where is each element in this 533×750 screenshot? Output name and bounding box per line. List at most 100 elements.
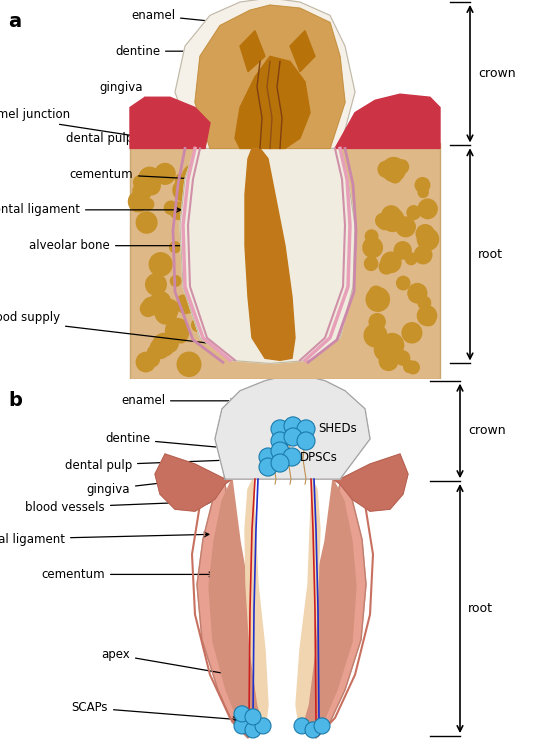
- Circle shape: [402, 322, 422, 343]
- Text: dental pulp: dental pulp: [66, 102, 244, 145]
- Circle shape: [382, 206, 401, 226]
- Text: root: root: [478, 248, 503, 262]
- Circle shape: [415, 178, 430, 193]
- Polygon shape: [245, 479, 268, 732]
- Circle shape: [395, 351, 410, 365]
- Circle shape: [143, 177, 160, 195]
- Circle shape: [150, 338, 169, 358]
- Polygon shape: [302, 479, 356, 735]
- Polygon shape: [296, 479, 320, 732]
- Circle shape: [381, 252, 401, 272]
- Circle shape: [177, 296, 195, 314]
- Circle shape: [136, 352, 155, 372]
- Circle shape: [294, 718, 310, 734]
- Text: DPSCs: DPSCs: [300, 451, 338, 464]
- Circle shape: [418, 200, 437, 218]
- Circle shape: [234, 718, 250, 734]
- Text: nerve and blood supply: nerve and blood supply: [0, 310, 246, 350]
- Circle shape: [305, 722, 321, 738]
- Circle shape: [153, 334, 175, 356]
- Circle shape: [155, 302, 173, 320]
- Circle shape: [271, 420, 289, 438]
- Circle shape: [133, 182, 151, 200]
- Circle shape: [161, 334, 178, 352]
- Circle shape: [369, 286, 383, 300]
- Text: periodontal ligament: periodontal ligament: [0, 532, 209, 546]
- Circle shape: [176, 328, 187, 339]
- Circle shape: [389, 171, 401, 183]
- Circle shape: [378, 216, 391, 229]
- Polygon shape: [240, 31, 265, 72]
- Polygon shape: [195, 5, 345, 148]
- Circle shape: [381, 334, 403, 357]
- Text: cementum: cementum: [42, 568, 214, 581]
- Circle shape: [141, 301, 156, 316]
- Circle shape: [134, 176, 147, 189]
- Circle shape: [177, 352, 201, 376]
- Circle shape: [155, 164, 175, 184]
- Text: enamel: enamel: [131, 9, 251, 27]
- Circle shape: [143, 199, 154, 210]
- Circle shape: [408, 284, 427, 303]
- Circle shape: [418, 296, 431, 309]
- Text: cementum: cementum: [69, 167, 196, 181]
- Circle shape: [395, 160, 408, 173]
- Circle shape: [421, 231, 436, 247]
- Circle shape: [245, 709, 261, 725]
- Circle shape: [234, 706, 250, 722]
- Circle shape: [379, 260, 393, 274]
- Polygon shape: [335, 94, 440, 148]
- Circle shape: [375, 338, 397, 361]
- Polygon shape: [215, 376, 370, 479]
- Circle shape: [364, 324, 387, 347]
- Text: crown: crown: [468, 424, 506, 437]
- Circle shape: [169, 242, 180, 253]
- Circle shape: [365, 257, 378, 271]
- Polygon shape: [197, 479, 260, 738]
- Circle shape: [297, 420, 315, 438]
- Circle shape: [142, 297, 160, 315]
- Circle shape: [397, 276, 410, 290]
- Circle shape: [165, 201, 177, 214]
- Text: SCAPs: SCAPs: [71, 701, 238, 721]
- Polygon shape: [232, 449, 333, 479]
- Circle shape: [271, 432, 289, 450]
- Polygon shape: [235, 56, 310, 148]
- Text: alveolar bone: alveolar bone: [29, 239, 191, 252]
- Circle shape: [378, 161, 393, 177]
- Circle shape: [145, 352, 159, 367]
- Circle shape: [369, 314, 385, 330]
- Circle shape: [149, 253, 172, 276]
- Text: enamel: enamel: [121, 394, 236, 407]
- Circle shape: [284, 428, 302, 446]
- Circle shape: [203, 204, 215, 217]
- Text: crown: crown: [478, 68, 515, 80]
- Text: SHEDs: SHEDs: [318, 422, 357, 436]
- Circle shape: [146, 274, 166, 295]
- Circle shape: [175, 178, 192, 196]
- Circle shape: [365, 230, 378, 243]
- Circle shape: [128, 191, 148, 211]
- Circle shape: [166, 319, 189, 343]
- Circle shape: [185, 205, 196, 216]
- Circle shape: [150, 292, 171, 312]
- Text: gingiva: gingiva: [100, 80, 186, 116]
- Circle shape: [403, 361, 415, 373]
- Circle shape: [171, 276, 181, 286]
- Circle shape: [271, 442, 289, 460]
- Circle shape: [396, 217, 415, 237]
- Circle shape: [259, 448, 277, 466]
- FancyBboxPatch shape: [130, 143, 440, 379]
- Circle shape: [271, 454, 289, 472]
- Polygon shape: [290, 31, 315, 72]
- Circle shape: [394, 242, 411, 259]
- Polygon shape: [250, 429, 318, 479]
- Circle shape: [160, 299, 179, 319]
- Polygon shape: [155, 454, 232, 512]
- Circle shape: [416, 225, 434, 243]
- Text: cementoenamel junction: cementoenamel junction: [0, 108, 192, 146]
- Circle shape: [196, 160, 217, 182]
- Text: blood vessels: blood vessels: [26, 500, 212, 514]
- Polygon shape: [304, 479, 366, 738]
- Circle shape: [245, 722, 261, 738]
